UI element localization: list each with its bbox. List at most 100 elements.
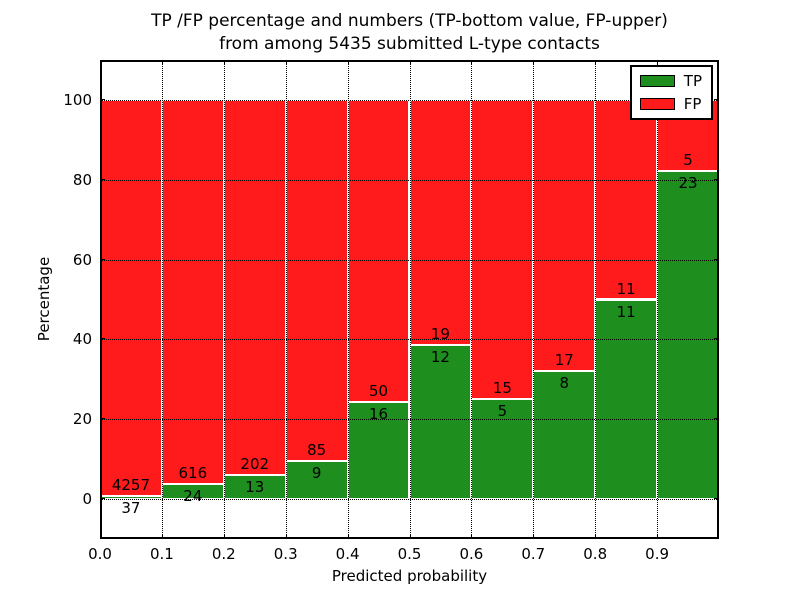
y-tick-label: 40: [72, 330, 92, 349]
bar-count-label-tp: 5: [497, 402, 508, 421]
y-tick-mark: [100, 258, 105, 260]
gridline-vertical: [471, 60, 473, 539]
x-tick-mark: [718, 534, 719, 539]
x-tick-mark-top: [533, 60, 535, 65]
gridline-vertical: [347, 60, 349, 539]
y-axis-label: Percentage: [35, 256, 53, 342]
y-tick-mark-right: [714, 418, 719, 420]
bar-segment-fp: [161, 99, 224, 485]
plot-area: 4257 37 616 24 202 13 85 9 50 16 19 12 15 5 17 8 11 11 5 23…: [100, 60, 719, 539]
x-tick-label: 0.0: [88, 545, 112, 563]
x-tick-mark-top: [718, 60, 719, 65]
x-tick-label: 0.1: [149, 545, 174, 563]
bar-count-label-fp: 50: [369, 382, 389, 401]
y-tick-mark: [100, 98, 105, 100]
bar-segment-fp: [285, 99, 348, 461]
bar-count-label-fp: 4257: [111, 475, 151, 494]
x-tick-label: 0.8: [583, 545, 608, 563]
x-tick-mark: [595, 534, 597, 539]
gridline-vertical: [595, 60, 597, 539]
gridline-vertical: [409, 60, 411, 539]
bar-count-label-tp: 12: [430, 347, 450, 366]
x-tick-mark-top: [595, 60, 597, 65]
x-tick-label: 0.4: [335, 545, 360, 563]
bar-count-label-tp: 8: [559, 374, 570, 393]
x-tick-mark-top: [409, 60, 411, 65]
y-tick-mark-right: [714, 498, 719, 500]
y-tick-label: 80: [72, 170, 92, 189]
gridline-vertical: [657, 60, 659, 539]
gridline-vertical: [533, 60, 535, 539]
bar-count-label-fp: 85: [307, 440, 327, 459]
legend-entry-tp: TP: [639, 72, 702, 90]
bar-segment-tp: [471, 399, 534, 500]
legend-label-fp: FP: [683, 95, 702, 113]
x-tick-mark: [347, 534, 349, 539]
bar-segment-fp: [409, 99, 472, 345]
y-tick-label: 60: [72, 250, 92, 269]
x-tick-mark: [471, 534, 473, 539]
x-tick-mark: [285, 534, 287, 539]
bar-segment-tp: [595, 299, 658, 500]
y-tick-mark: [100, 178, 105, 180]
x-tick-mark: [657, 534, 659, 539]
bar-count-label-tp: 9: [311, 463, 322, 482]
legend-swatch-tp: [639, 75, 675, 87]
bar-count-label-fp: 202: [240, 454, 270, 473]
x-tick-label: 0.6: [459, 545, 484, 563]
bar-segment-tp: [409, 344, 472, 500]
bar-segment-fp: [100, 99, 162, 496]
bar-count-label-fp: 19: [430, 324, 450, 343]
bar-count-label-tp: 24: [183, 487, 203, 506]
chart-title-line2: from among 5435 submitted L-type contact…: [219, 34, 600, 54]
bar-segment-fp: [347, 99, 410, 403]
bar-segment-tp: [533, 371, 596, 500]
x-tick-mark-top: [471, 60, 473, 65]
bar-count-label-fp: 17: [554, 351, 574, 370]
y-tick-label: 0: [82, 490, 92, 509]
y-tick-label: 20: [72, 410, 92, 429]
y-tick-label: 100: [63, 90, 92, 109]
x-tick-mark: [100, 534, 101, 539]
x-tick-label: 0.9: [645, 545, 670, 563]
bar-count-label-tp: 37: [121, 498, 141, 517]
x-tick-mark-top: [100, 60, 101, 65]
legend-label-tp: TP: [683, 72, 702, 90]
bar-count-label-tp: 13: [245, 477, 265, 496]
y-tick-mark-right: [714, 258, 719, 260]
x-tick-label: 0.2: [211, 545, 236, 563]
x-tick-mark: [161, 534, 163, 539]
gridline-vertical: [285, 60, 287, 539]
y-tick-mark-right: [714, 338, 719, 340]
x-tick-mark: [223, 534, 225, 539]
y-tick-mark: [100, 338, 105, 340]
bar-count-label-fp: 15: [492, 379, 512, 398]
bar-count-label-tp: 16: [369, 405, 389, 424]
x-tick-mark-top: [285, 60, 287, 65]
x-tick-mark-top: [223, 60, 225, 65]
y-tick-mark: [100, 418, 105, 420]
y-tick-mark-right: [714, 98, 719, 100]
legend-entry-fp: FP: [639, 95, 702, 113]
chart-title: TP /FP percentage and numbers (TP-bottom…: [100, 10, 719, 56]
chart-title-line1: TP /FP percentage and numbers (TP-bottom…: [151, 11, 668, 31]
x-axis-label: Predicted probability: [331, 567, 488, 585]
bar-count-label-fp: 5: [683, 151, 693, 170]
bar-count-label-tp: 11: [616, 302, 636, 321]
x-tick-label: 0.7: [521, 545, 546, 563]
bar-count-label-fp: 616: [178, 464, 208, 483]
bar-segment-tp: [347, 402, 410, 500]
x-tick-label: 0.3: [273, 545, 298, 563]
y-tick-mark-right: [714, 178, 719, 180]
bar-segment-fp: [533, 99, 596, 372]
bar-segment-fp: [471, 99, 534, 400]
bar-segment-fp: [595, 99, 658, 300]
gridline-vertical: [223, 60, 225, 539]
bar-count-label-tp: 23: [678, 174, 698, 193]
x-tick-mark: [409, 534, 411, 539]
x-tick-label: 0.5: [397, 545, 422, 563]
y-tick-mark: [100, 498, 105, 500]
legend: TP FP: [629, 65, 713, 120]
legend-swatch-fp: [639, 98, 675, 110]
